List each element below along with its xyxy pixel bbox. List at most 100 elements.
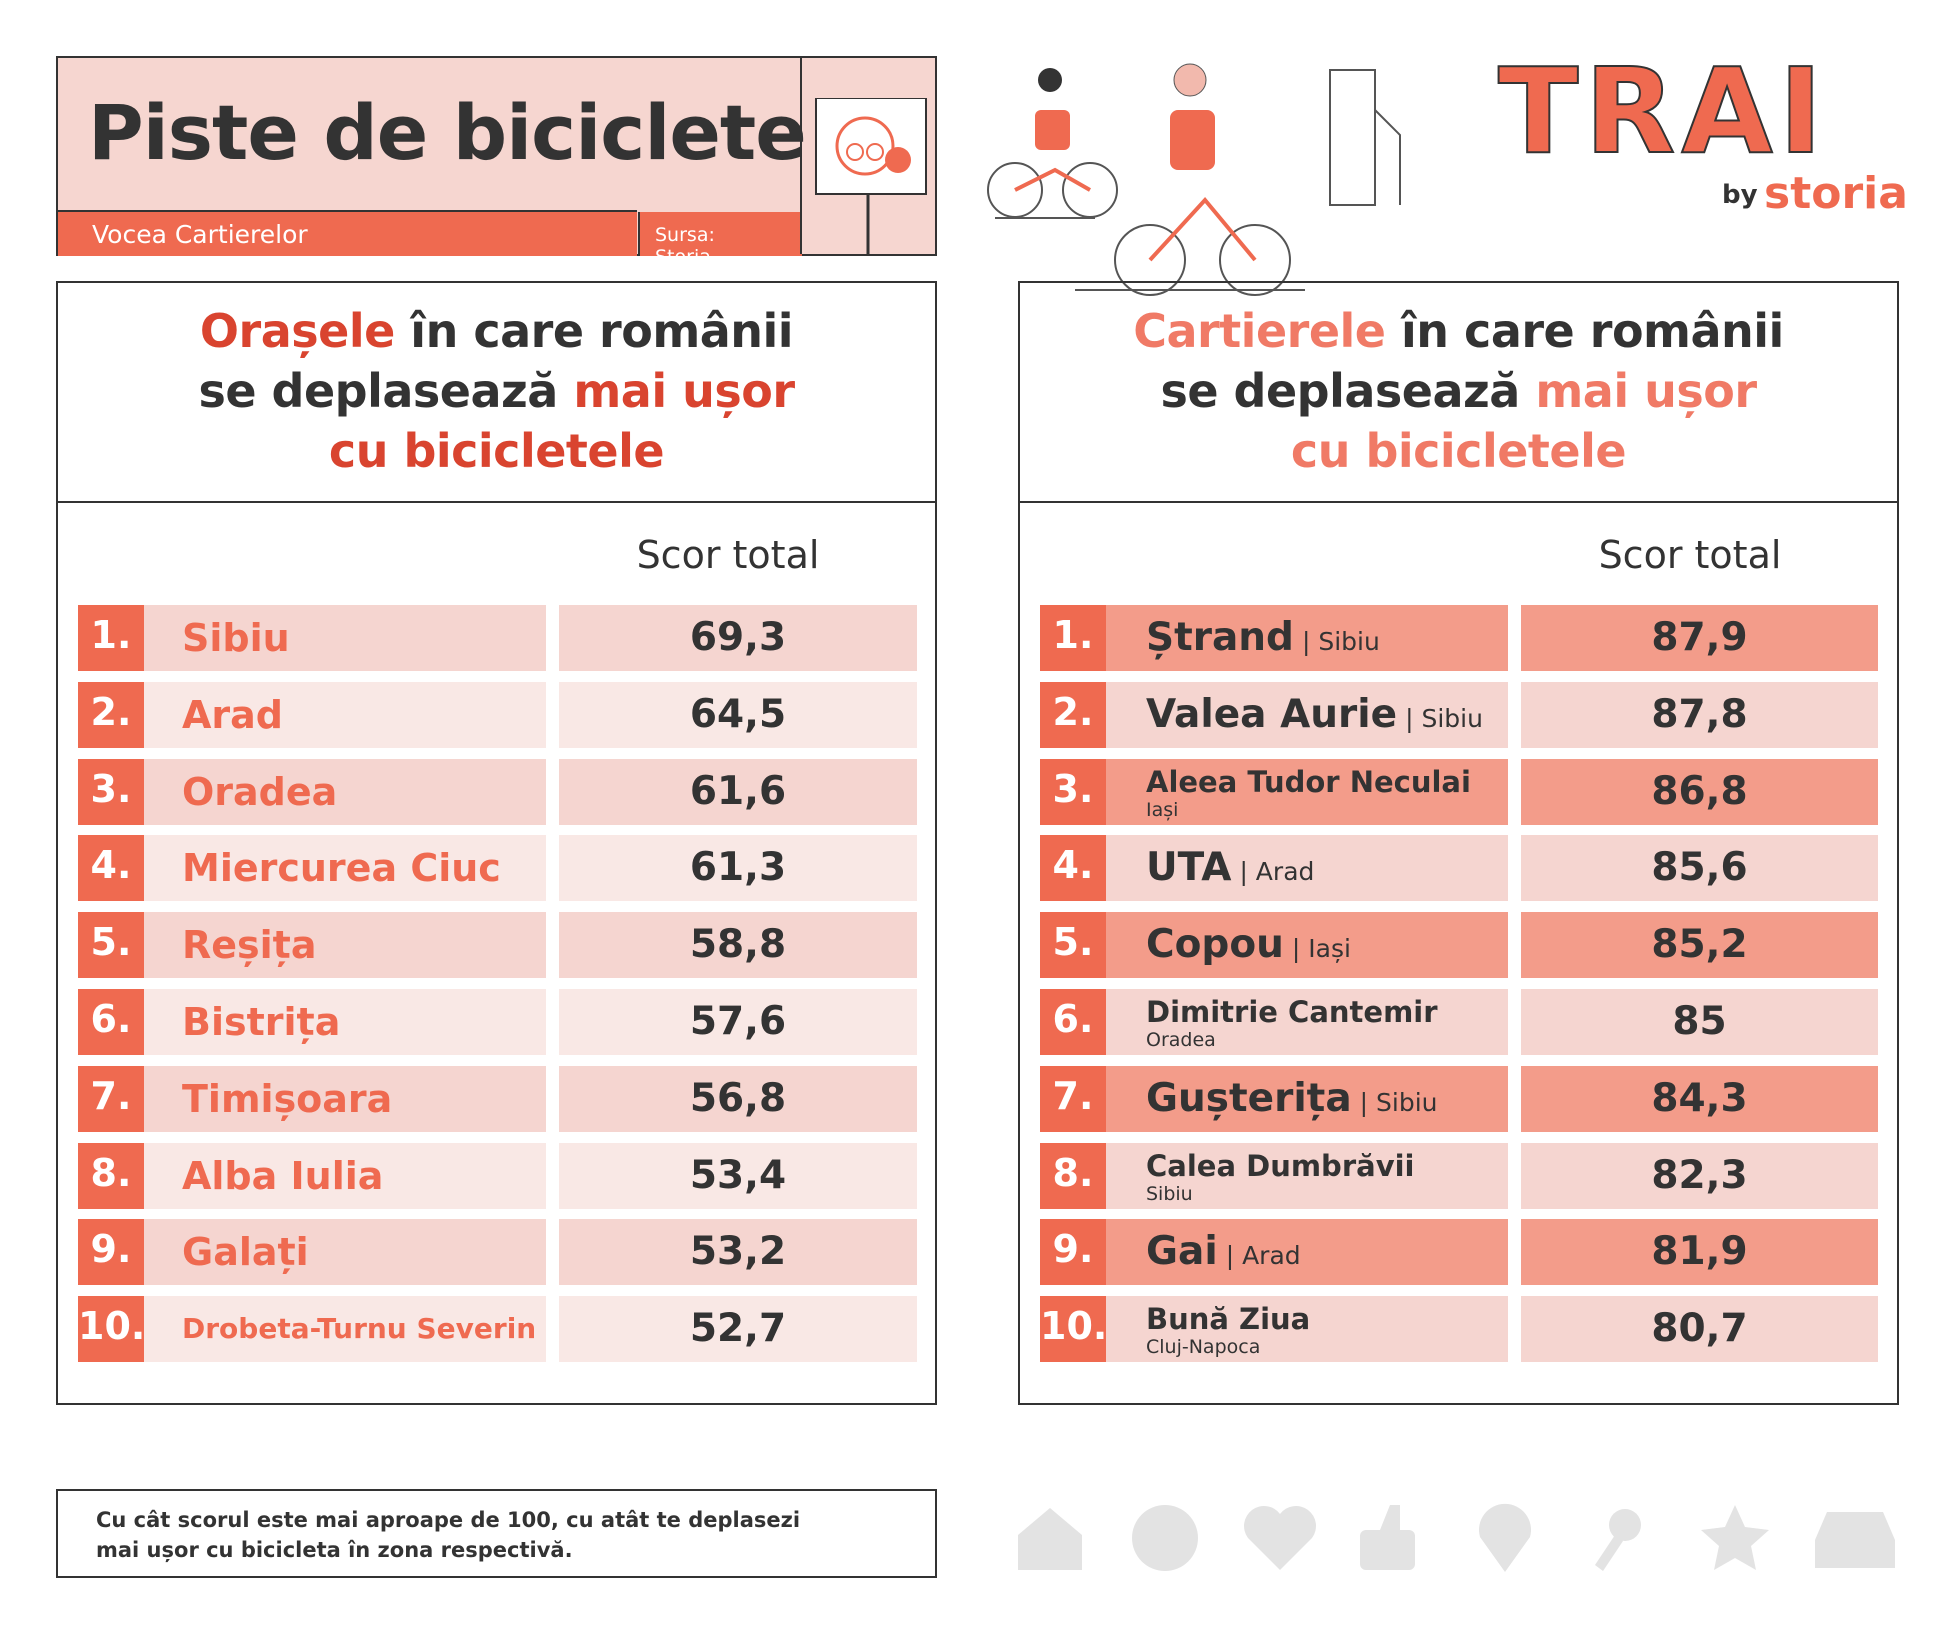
table-row: 10. Drobeta-Turnu Severin 52,7 [78, 1296, 938, 1363]
score-cell: 86,8 [1521, 758, 1878, 825]
heading-line: Cartierele în care românii [1020, 301, 1897, 361]
heading-text: în care românii [1385, 304, 1784, 358]
header: Piste de biciclete Vocea Cartierelor Sur… [56, 56, 937, 268]
place: Cluj-Napoca [1146, 1336, 1261, 1359]
rank-cell: 7. [78, 1065, 144, 1132]
city-name: Drobeta-Turnu Severin [182, 1312, 537, 1346]
heading-text: în care românii [394, 304, 794, 358]
rank-cell: 2. [78, 681, 144, 748]
heading-line: cu bicicletele [1020, 421, 1897, 481]
name-line: Gușterița | Sibiu [1146, 1066, 1438, 1139]
score-cell: 53,2 [559, 1219, 917, 1286]
name-cell: Arad [144, 681, 546, 748]
heading-text: cu bicicletele [1290, 424, 1627, 478]
neighborhood-name: Gușterița [1146, 1075, 1352, 1121]
panel: Orașele în care românii se deplasează mai… [56, 281, 937, 1405]
footnote-line: Cu cât scorul este mai aproape de 100, c… [96, 1508, 801, 1532]
score-cell: 58,8 [559, 912, 917, 979]
city-name: Arad [182, 692, 283, 737]
logo-name: storia [1764, 168, 1908, 219]
heading-line: se deplasează mai ușor [58, 361, 935, 421]
place: Iași [1146, 798, 1179, 821]
neighborhood-name: Dimitrie Cantemir [1146, 995, 1438, 1029]
name-cell: Galați [144, 1219, 546, 1286]
city-name: Timișoara [182, 1076, 393, 1121]
table-row: 4. UTA | Arad 85,6 [1040, 835, 1900, 902]
rank-cell: 4. [1040, 835, 1106, 902]
name-cell: Bistrița [144, 989, 546, 1055]
table-row: 3. Aleea Tudor Neculai Iași 86,8 [1040, 758, 1900, 825]
neighborhood-name: Bună Ziua [1146, 1302, 1311, 1337]
name-cell: Dimitrie Cantemir Oradea [1106, 989, 1508, 1055]
city-name: Miercurea Ciuc [182, 846, 501, 891]
name-cell: Drobeta-Turnu Severin [144, 1296, 546, 1363]
score-cell: 87,8 [1521, 681, 1878, 748]
score-cell: 85,6 [1521, 835, 1878, 902]
rank-cell: 3. [1040, 758, 1106, 825]
score-cell: 52,7 [559, 1296, 917, 1363]
name-cell: Gușterița | Sibiu [1106, 1065, 1508, 1132]
name-line: Valea Aurie | Sibiu [1146, 682, 1483, 755]
score-cell: 57,6 [559, 989, 917, 1055]
name-cell: Oradea [144, 758, 546, 825]
table-row: 8. Alba Iulia 53,4 [78, 1142, 938, 1209]
score-cell: 61,6 [559, 758, 917, 825]
score-cell: 84,3 [1521, 1065, 1878, 1132]
table-row: 3. Oradea 61,6 [78, 758, 938, 825]
heading-text: Cartierele [1133, 304, 1386, 358]
heading-line: se deplasează mai ușor [1020, 361, 1897, 421]
score-cell: 87,9 [1521, 605, 1878, 671]
table-row: 4. Miercurea Ciuc 61,3 [78, 835, 938, 902]
place: | Iași [1291, 934, 1351, 964]
rank-cell: 6. [78, 989, 144, 1055]
panel-heading: Orașele în care românii se deplasează mai… [58, 283, 935, 503]
place: | Arad [1225, 1241, 1301, 1271]
rank-cell: 5. [1040, 912, 1106, 979]
score-header: Scor total [1598, 533, 1782, 577]
table-row: 8. Calea Dumbrăvii Sibiu 82,3 [1040, 1142, 1900, 1209]
table-row: 1. Ștrand | Sibiu 87,9 [1040, 605, 1900, 671]
name-cell: Ștrand | Sibiu [1106, 605, 1508, 671]
city-name: Galați [182, 1230, 309, 1275]
rank-cell: 1. [78, 605, 144, 671]
place: | Sibiu [1301, 627, 1380, 656]
rank-cell: 9. [78, 1219, 144, 1286]
rank-cell: 9. [1040, 1219, 1106, 1286]
table-row: 6. Dimitrie Cantemir Oradea 85 [1040, 989, 1900, 1055]
neighborhood-name: Calea Dumbrăvii [1146, 1148, 1415, 1183]
score-cell: 85 [1521, 989, 1878, 1055]
rank-cell: 5. [78, 912, 144, 979]
place: Oradea [1146, 1029, 1216, 1051]
table-row: 9. Galați 53,2 [78, 1219, 938, 1286]
rank-cell: 1. [1040, 605, 1106, 671]
score-cell: 81,9 [1521, 1219, 1878, 1286]
heading-text: cu bicicletele [328, 424, 665, 478]
illustration [987, 63, 1401, 296]
icons [1018, 1503, 1895, 1572]
rank-cell: 8. [1040, 1142, 1106, 1209]
name-cell: Timișoara [144, 1065, 546, 1132]
name-cell: Miercurea Ciuc [144, 835, 546, 902]
logo-by: by [1722, 180, 1758, 210]
city-name: Oradea [182, 769, 338, 814]
score-header: Scor total [636, 533, 820, 577]
source: Sursa: Storia [655, 224, 715, 268]
rank-cell: 7. [1040, 1065, 1106, 1132]
name-cell: Alba Iulia [144, 1142, 546, 1209]
place: | Sibiu [1359, 1087, 1438, 1117]
rank-cell: 6. [1040, 989, 1106, 1055]
name-cell: Gai | Arad [1106, 1219, 1508, 1286]
neighborhood-name: Copou [1146, 922, 1284, 968]
score-cell: 82,3 [1521, 1142, 1878, 1209]
name-line: Copou | Iași [1146, 912, 1351, 985]
band: Vocea Cartierelor Sursa: Storia [58, 210, 802, 268]
panel: Cartierele în care românii se deplasează … [1018, 281, 1899, 1405]
name-cell: Bună Ziua Cluj-Napoca [1106, 1296, 1508, 1363]
rank-cell: 4. [78, 835, 144, 902]
rank-cell: 2. [1040, 681, 1106, 748]
footnote: Cu cât scorul este mai aproape de 100, c… [56, 1489, 937, 1578]
name-cell: Copou | Iași [1106, 912, 1508, 979]
name-cell: Reșița [144, 912, 546, 979]
heading-text: mai ușor [573, 364, 795, 418]
